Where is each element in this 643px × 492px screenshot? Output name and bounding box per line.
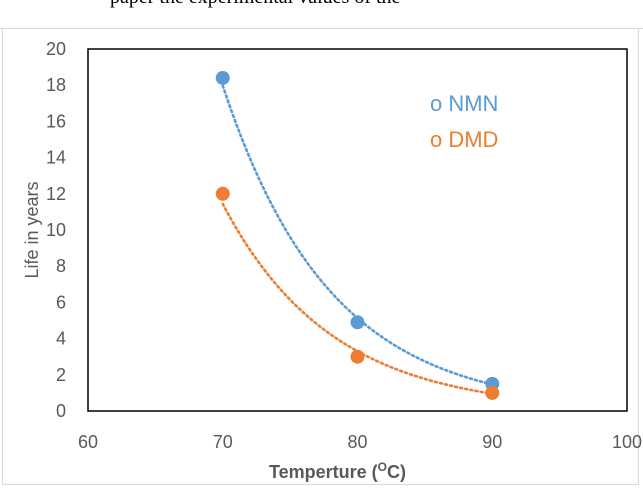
- trendline-dmd: [221, 202, 494, 396]
- x-axis-label-sup: O: [378, 460, 387, 474]
- y-tick-label: 16: [46, 111, 66, 131]
- data-points: [215, 70, 500, 400]
- data-point-dmd: [485, 385, 500, 400]
- plot-area: [87, 48, 628, 412]
- y-tick-label: 10: [46, 220, 66, 240]
- y-axis-ticks: 0 2 4 6 8 10 12 14 16 18 20: [46, 39, 66, 421]
- x-tick-label: 90: [482, 432, 502, 452]
- legend: o NMN o DMD: [430, 91, 498, 152]
- data-point-dmd: [350, 349, 365, 364]
- x-tick-label: 100: [612, 432, 642, 452]
- y-tick-label: 0: [56, 401, 66, 421]
- x-axis-label: Temperture (OC): [269, 460, 406, 482]
- y-tick-label: 12: [46, 184, 66, 204]
- x-tick-label: 70: [213, 432, 233, 452]
- chart-border: [2, 28, 639, 485]
- page-header-text: paper the experimental values of the: [110, 0, 400, 9]
- y-tick-label: 2: [56, 365, 66, 385]
- data-point-nmn: [215, 70, 230, 85]
- data-point-nmn: [350, 315, 365, 330]
- y-tick-label: 4: [56, 329, 66, 349]
- x-tick-label: 80: [347, 432, 367, 452]
- legend-entry-nmn: o NMN: [430, 91, 498, 116]
- data-point-dmd: [215, 186, 230, 201]
- legend-entry-dmd: o DMD: [430, 127, 498, 152]
- y-axis-label: Life in years: [22, 181, 42, 278]
- x-tick-label: 60: [78, 432, 98, 452]
- x-axis-label-main: Temperture (: [269, 462, 378, 482]
- y-tick-label: 6: [56, 292, 66, 312]
- x-axis-ticks: 60 70 80 90 100: [78, 432, 642, 452]
- y-tick-label: 18: [46, 75, 66, 95]
- y-tick-label: 20: [46, 39, 66, 59]
- x-axis-label-tail: C): [387, 462, 406, 482]
- y-tick-label: 14: [46, 148, 66, 168]
- y-tick-label: 8: [56, 256, 66, 276]
